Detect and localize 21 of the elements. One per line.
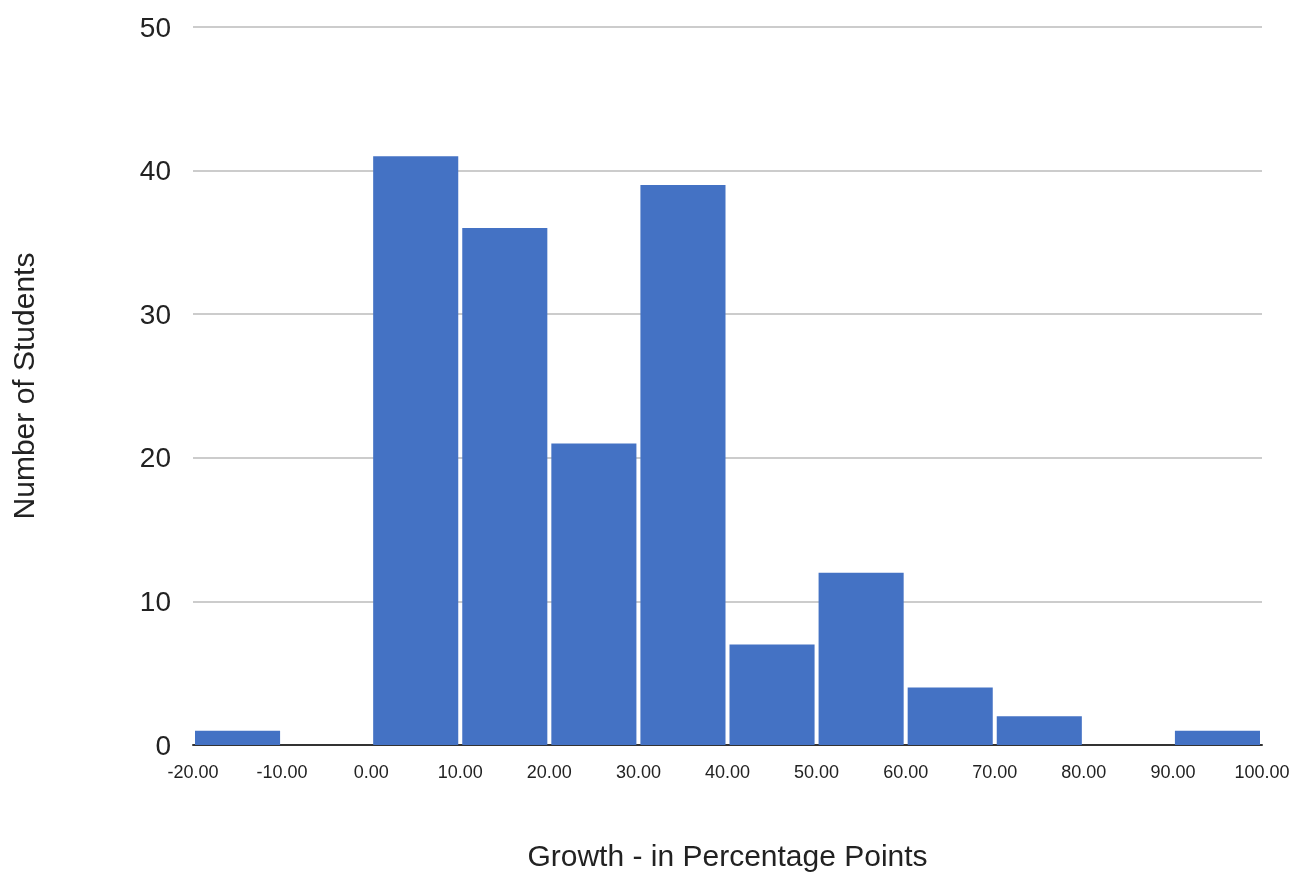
x-tick-label: 70.00 <box>972 762 1018 782</box>
x-tick-label: 10.00 <box>437 762 483 782</box>
x-tick-label: 40.00 <box>704 762 751 782</box>
x-tick-label: 30.00 <box>615 762 661 782</box>
y-tick-label: 10 <box>139 585 171 617</box>
x-tick-label: 60.00 <box>883 762 929 782</box>
x-tick-label: 50.00 <box>794 762 840 782</box>
x-tick-label: -10.00 <box>256 762 308 782</box>
x-tick-label: 20.00 <box>526 762 572 782</box>
y-tick-label: 50 <box>139 11 171 43</box>
x-axis-title: Growth - in Percentage Points <box>527 838 928 872</box>
x-tick-label: 80.00 <box>1061 762 1107 782</box>
y-tick-label: 40 <box>139 155 171 187</box>
x-tick-label: -20.00 <box>167 762 219 782</box>
x-tick-label: 90.00 <box>1150 762 1196 782</box>
x-tick-label: 100.00 <box>1234 762 1290 782</box>
y-tick-label: 0 <box>155 729 171 761</box>
y-tick-label: 20 <box>139 442 171 474</box>
y-axis-title: Number of Students <box>6 252 40 520</box>
y-tick-label: 30 <box>139 298 171 330</box>
x-tick-label: 0.00 <box>353 762 389 782</box>
